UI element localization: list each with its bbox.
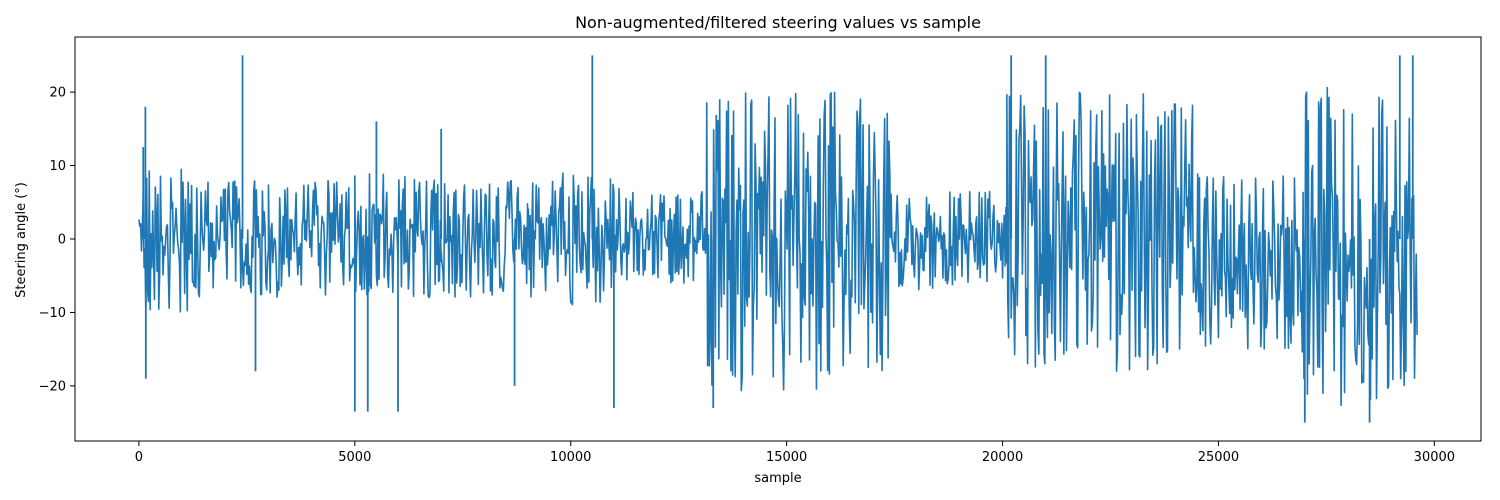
x-axis-label: sample: [754, 471, 801, 486]
x-tick-label: 0: [135, 450, 143, 465]
x-tick-label: 25000: [1198, 450, 1239, 465]
x-tick-label: 5000: [338, 450, 371, 465]
y-tick-label: −20: [39, 379, 66, 394]
y-tick-label: −10: [39, 306, 66, 321]
y-tick-label: 20: [49, 86, 66, 101]
y-axis-ticks: −20 −10 0 10 20: [39, 86, 75, 394]
chart-title: Non-augmented/filtered steering values v…: [575, 13, 981, 32]
y-tick-label: 10: [49, 159, 66, 174]
x-axis-ticks: 0 5000 10000 15000 20000 25000 30000: [135, 441, 1455, 465]
x-tick-label: 30000: [1414, 450, 1455, 465]
steering-series-line: [138, 86, 1418, 407]
x-tick-label: 15000: [766, 450, 807, 465]
x-tick-label: 10000: [550, 450, 591, 465]
x-tick-label: 20000: [982, 450, 1023, 465]
y-tick-label: 0: [58, 233, 66, 248]
plot-area: [138, 55, 1418, 423]
axes-frame: [74, 36, 1482, 442]
series-group: [138, 55, 1418, 423]
y-axis-label: Steering angle (°): [14, 182, 29, 298]
